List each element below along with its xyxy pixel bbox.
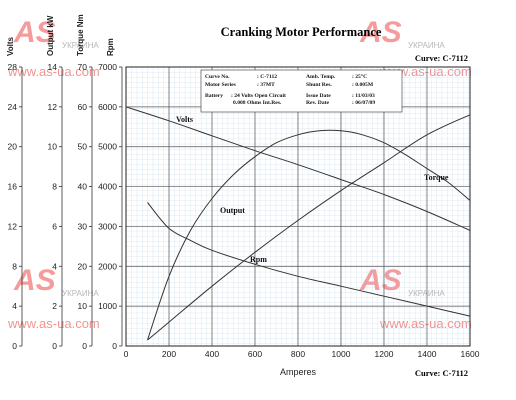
x-axis-label: Amperes <box>280 367 317 377</box>
y-tick-label: 4 <box>52 261 57 271</box>
watermark-country: УКРАИНА <box>408 41 445 50</box>
series-line-output <box>147 129 471 341</box>
info-box-frame <box>200 69 403 113</box>
info-shunt-res-value: : 0.005M <box>352 82 374 88</box>
x-tick-label: 1600 <box>461 349 480 359</box>
watermark-logo: AS <box>359 16 402 49</box>
y-tick-label: 5000 <box>98 142 117 152</box>
y-tick-label: 8 <box>52 182 57 192</box>
y-axis-label-3: Torque Nm <box>76 14 85 56</box>
curve-label-top: Curve: C-7112 <box>415 53 468 63</box>
x-tick-label: 600 <box>248 349 262 359</box>
y-tick-label: 6 <box>52 221 57 231</box>
info-battery-value: : 24 Volts Open Circuit <box>231 93 286 99</box>
y-tick-label: 10 <box>48 142 58 152</box>
watermark-logo: AS <box>13 16 56 49</box>
series-label-output: Output <box>220 206 245 215</box>
y-tick-label: 10 <box>78 301 88 311</box>
y-tick-label: 28 <box>8 62 18 72</box>
y-tick-label: 12 <box>48 102 58 112</box>
watermark-country: УКРАИНА <box>62 41 99 50</box>
info-curve-no-label: Curve No. <box>205 74 230 80</box>
info-amb-temp-value: : 25°C <box>352 73 367 80</box>
series-label-rpm: Rpm <box>250 255 267 264</box>
y-tick-label: 40 <box>78 182 88 192</box>
y-tick-label: 1000 <box>98 301 117 311</box>
info-issue-date-value: : 11/03/03 <box>352 93 375 99</box>
plot-frame <box>125 66 471 347</box>
y-tick-label: 0 <box>112 341 117 351</box>
y-tick-label: 70 <box>78 62 88 72</box>
y-tick-label: 2 <box>52 301 57 311</box>
info-motor-series-label: Motor Series <box>205 82 237 88</box>
chart-title: Cranking Motor Performance <box>221 25 382 39</box>
series-label-torque: Torque <box>424 173 449 182</box>
y-tick-label: 16 <box>8 182 18 192</box>
x-tick-label: 1400 <box>418 349 437 359</box>
y-tick-label: 20 <box>8 142 18 152</box>
y-tick-label: 14 <box>48 62 58 72</box>
info-box: Curve No. : C-7112 Amb. Temp. : 25°C Mot… <box>200 69 403 113</box>
y-tick-label: 2000 <box>98 261 117 271</box>
x-tick-label: 1200 <box>375 349 394 359</box>
info-battery-value-2: 0.008 Ohms Int.Res. <box>233 100 282 106</box>
x-axis: 0 200 400 600 800 1000 1200 1400 1600 <box>124 349 480 359</box>
series-layer <box>125 106 471 341</box>
x-tick-label: 800 <box>291 349 305 359</box>
info-rev-date-value: : 06/07/09 <box>352 100 375 106</box>
series-label-volts: Volts <box>176 115 193 124</box>
y-tick-label: 0 <box>52 341 57 351</box>
x-tick-label: 200 <box>162 349 176 359</box>
y-tick-label: 0 <box>12 341 17 351</box>
x-tick-label: 0 <box>124 349 129 359</box>
y-tick-label: 6000 <box>98 102 117 112</box>
y-tick-label: 60 <box>78 102 88 112</box>
series-line-torque <box>147 114 471 341</box>
info-shunt-res-label: Shunt Res. <box>306 82 332 88</box>
info-amb-temp-label: Amb. Temp. <box>306 74 336 80</box>
info-curve-no-value: : C-7112 <box>257 74 277 80</box>
x-tick-label: 1000 <box>332 349 351 359</box>
y-tick-label: 0 <box>82 341 87 351</box>
series-line-rpm <box>147 202 471 317</box>
watermark-country: УКРАИНА <box>62 289 99 298</box>
info-issue-date-label: Issue Date <box>306 93 331 99</box>
watermark-logo: AS <box>13 264 56 297</box>
y-axis-label-2: Output kW <box>46 15 55 56</box>
y-tick-label: 4 <box>12 301 17 311</box>
y-axis-label-4: Rpm <box>106 38 115 56</box>
y-tick-label: 4000 <box>98 182 117 192</box>
y-tick-label: 3000 <box>98 221 117 231</box>
y-tick-label: 24 <box>8 102 18 112</box>
y-tick-label: 7000 <box>98 62 117 72</box>
curve-label-bottom: Curve: C-7112 <box>415 368 468 378</box>
series-line-volts <box>125 106 471 231</box>
watermark-url: www.as-ua.com <box>7 316 100 331</box>
watermark-url: www.as-ua.com <box>7 64 100 79</box>
y-axis-label-1: Volts <box>6 36 15 56</box>
major-grid <box>126 67 470 346</box>
info-battery-label: Battery <box>205 93 223 99</box>
y-tick-label: 30 <box>78 221 88 231</box>
x-tick-label: 400 <box>205 349 219 359</box>
info-motor-series-value: : 37MT <box>257 82 275 88</box>
y-tick-label: 12 <box>8 221 18 231</box>
y-tick-label: 8 <box>12 261 17 271</box>
info-rev-date-label: Rev. Date <box>306 100 330 106</box>
y-tick-label: 50 <box>78 142 88 152</box>
series-labels: Volts Torque Output Rpm <box>176 115 449 264</box>
y-tick-label: 20 <box>78 261 88 271</box>
